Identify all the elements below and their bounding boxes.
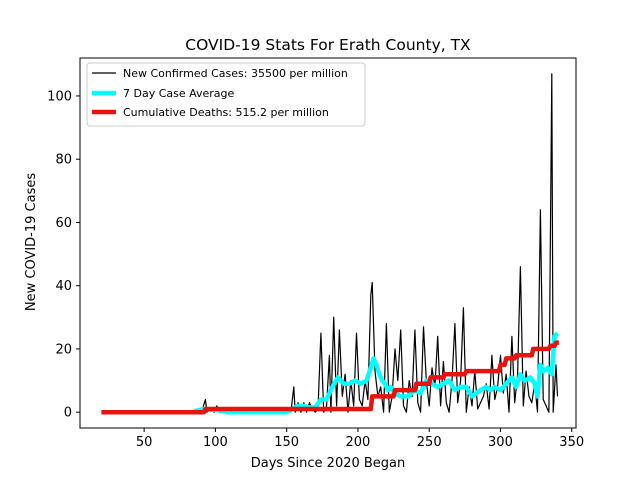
x-tick-label: 350: [559, 435, 584, 450]
legend-label-cases: New Confirmed Cases: 35500 per million: [123, 67, 348, 80]
x-tick-label: 300: [488, 435, 513, 450]
y-tick-label: 20: [55, 342, 72, 357]
legend: New Confirmed Cases: 35500 per million 7…: [86, 62, 366, 127]
plot-lines: [101, 73, 560, 415]
x-axis-label: Days Since 2020 Began: [251, 456, 406, 471]
x-tick-label: 250: [417, 435, 442, 450]
series-line-new-cases: [101, 73, 559, 413]
legend-label-average: 7 Day Case Average: [123, 87, 235, 100]
y-tick-label: 80: [55, 153, 72, 168]
legend-box: [86, 62, 366, 127]
y-axis-ticks: 0 20 40 60 80 100: [47, 89, 80, 421]
x-tick-label: 200: [346, 435, 371, 450]
x-tick-label: 50: [136, 435, 153, 450]
y-axis-label: New COVID-19 Cases: [24, 173, 39, 311]
x-axis-ticks: 50 100 150 200 250 300 350: [136, 428, 584, 450]
plot-frame: [79, 57, 577, 429]
y-tick-label: 40: [55, 279, 72, 294]
chart-title: COVID-19 Stats For Erath County, TX: [185, 36, 471, 54]
y-tick-label: 100: [47, 89, 72, 104]
series-line-cumulative-deaths: [101, 340, 559, 415]
x-tick-label: 150: [274, 435, 299, 450]
x-tick-label: 100: [203, 435, 228, 450]
y-tick-label: 0: [64, 406, 72, 421]
legend-label-deaths: Cumulative Deaths: 515.2 per million: [123, 106, 329, 119]
y-tick-label: 60: [55, 216, 72, 231]
